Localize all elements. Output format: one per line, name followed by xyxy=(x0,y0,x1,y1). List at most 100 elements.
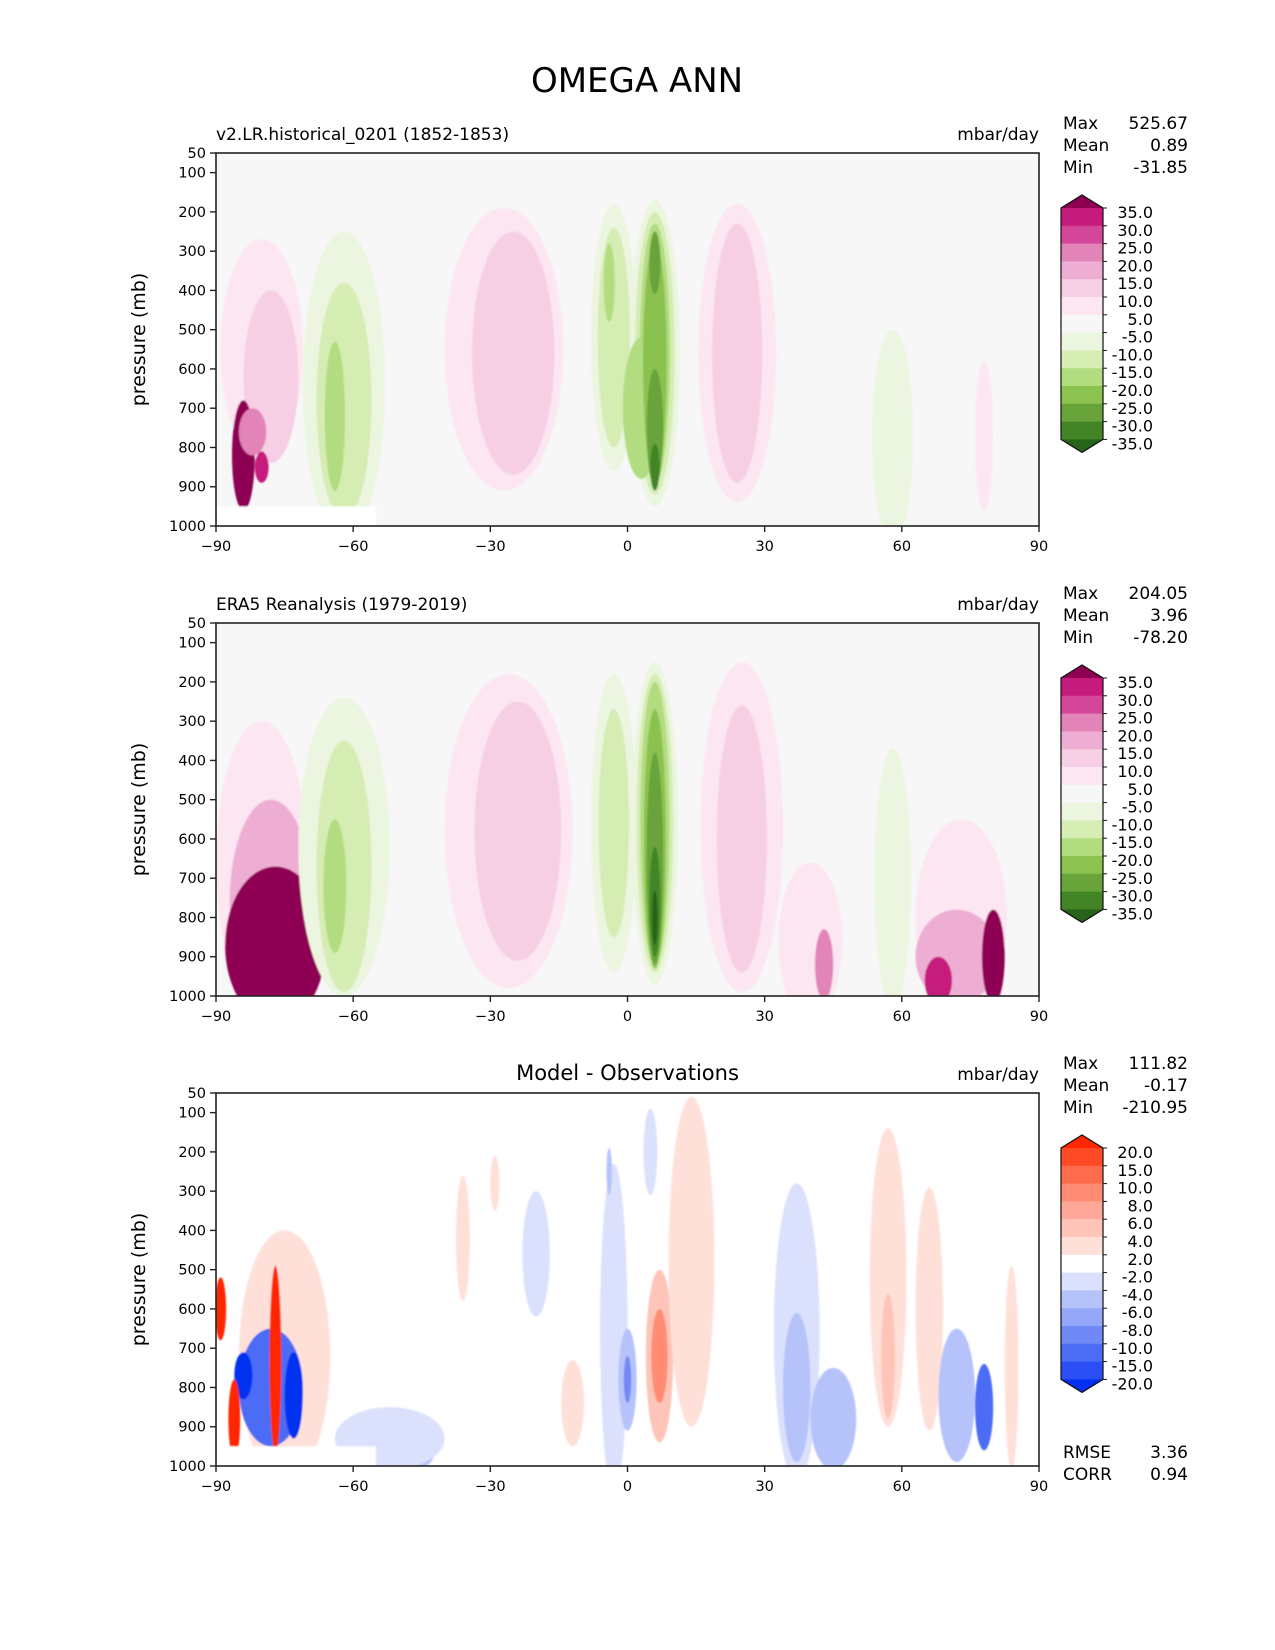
contour-region xyxy=(472,231,555,475)
colorbar-segment xyxy=(1061,1219,1103,1238)
colorbar-tick-label: 15.0 xyxy=(1117,744,1153,763)
y-tick-label: 900 xyxy=(178,950,206,966)
contour-region xyxy=(924,956,953,996)
colorbar-segment xyxy=(1061,1308,1103,1327)
colorbar-segment xyxy=(1061,678,1103,697)
contour-region xyxy=(981,909,1005,996)
colorbar-tick-label: -15.0 xyxy=(1112,833,1153,852)
stat-label: Max xyxy=(1063,584,1098,604)
contour-region xyxy=(810,1367,857,1466)
y-tick-label: 800 xyxy=(178,1380,206,1396)
x-tick-label: 0 xyxy=(623,539,632,555)
colorbar-tick-label: -35.0 xyxy=(1112,904,1153,923)
x-tick-label: −90 xyxy=(201,1479,232,1495)
y-tick-label: 400 xyxy=(178,283,206,299)
stat-label: RMSE xyxy=(1063,1443,1111,1463)
contour-region xyxy=(915,1187,943,1431)
y-tick-label: 700 xyxy=(178,1341,206,1357)
colorbar-segment xyxy=(1061,1326,1103,1345)
y-tick-label: 100 xyxy=(178,166,206,182)
x-tick-label: 0 xyxy=(623,1479,632,1495)
colorbar-extend-max xyxy=(1061,195,1103,208)
contour-region xyxy=(456,1175,470,1302)
y-tick-label: 50 xyxy=(188,146,206,162)
colorbar-segment xyxy=(1061,368,1103,387)
colorbar-tick-label: 30.0 xyxy=(1117,221,1153,240)
y-tick-label: 1000 xyxy=(169,1459,206,1475)
contour-region xyxy=(872,329,914,526)
colorbar-segment xyxy=(1061,421,1103,440)
y-tick-label: 700 xyxy=(178,871,206,887)
colorbar-segment xyxy=(1061,386,1103,405)
colorbar-tick-label: -2.0 xyxy=(1122,1268,1153,1287)
contour-region xyxy=(623,1356,632,1404)
panel-title: ERA5 Reanalysis (1979-2019) xyxy=(216,595,467,615)
colorbar-tick-label: -5.0 xyxy=(1122,798,1153,817)
colorbar-segment xyxy=(1061,820,1103,839)
stat-label: Min xyxy=(1063,1098,1093,1118)
colorbar-tick-label: 20.0 xyxy=(1117,1143,1153,1162)
colorbar-segment xyxy=(1061,350,1103,369)
y-tick-label: 400 xyxy=(178,753,206,769)
contour-region xyxy=(975,1363,994,1451)
y-tick-label: 500 xyxy=(178,1263,206,1279)
colorbar-segment xyxy=(1061,208,1103,227)
y-tick-label: 100 xyxy=(178,636,206,652)
contour-region xyxy=(783,1312,811,1463)
contour-region xyxy=(1004,1265,1019,1466)
contour-region xyxy=(881,1293,895,1419)
y-tick-label: 900 xyxy=(178,480,206,496)
contour-region xyxy=(815,929,834,996)
y-axis-label: pressure (mb) xyxy=(128,273,150,407)
colorbar-tick-label: -8.0 xyxy=(1122,1321,1153,1340)
x-tick-label: 90 xyxy=(1030,1009,1048,1025)
colorbar-segment xyxy=(1061,1254,1103,1274)
contour-region xyxy=(561,1360,584,1447)
x-tick-label: −60 xyxy=(338,1479,369,1495)
panel-model: v2.LR.historical_0201 (1852-1853) mbar/da… xyxy=(128,114,1188,555)
x-tick-label: −90 xyxy=(201,1009,232,1025)
contour-region xyxy=(284,1352,303,1439)
x-tick-label: 90 xyxy=(1030,1479,1048,1495)
contour-region xyxy=(225,866,326,996)
y-tick-label: 500 xyxy=(178,323,206,339)
y-tick-label: 200 xyxy=(178,1145,206,1161)
y-tick-label: 600 xyxy=(178,362,206,378)
colorbar-segment xyxy=(1061,856,1103,875)
colorbar-tick-label: 5.0 xyxy=(1128,780,1153,799)
colorbar-segment xyxy=(1061,1148,1103,1167)
y-tick-label: 800 xyxy=(178,440,206,456)
colorbar-segment xyxy=(1061,767,1103,786)
y-tick-label: 600 xyxy=(178,832,206,848)
colorbar-extend-max xyxy=(1061,665,1103,678)
colorbar-tick-label: 25.0 xyxy=(1117,709,1153,728)
figure-title: OMEGA ANN xyxy=(531,61,743,101)
colorbar-tick-label: -35.0 xyxy=(1112,434,1153,453)
colorbar-segment xyxy=(1061,243,1103,262)
colorbar-tick-label: 6.0 xyxy=(1128,1214,1153,1233)
colorbar-tick-label: -5.0 xyxy=(1122,328,1153,347)
colorbar-tick-label: 20.0 xyxy=(1117,726,1153,745)
contour-region xyxy=(324,341,345,491)
panel-obs: ERA5 Reanalysis (1979-2019) mbar/day Max 20… xyxy=(128,584,1188,1025)
x-tick-label: −60 xyxy=(338,539,369,555)
x-tick-label: 90 xyxy=(1030,539,1048,555)
contour-region xyxy=(874,748,911,996)
panel-title: v2.LR.historical_0201 (1852-1853) xyxy=(216,125,509,145)
colorbar-segment xyxy=(1061,713,1103,732)
stat-label: CORR xyxy=(1063,1465,1112,1485)
colorbar-tick-label: -30.0 xyxy=(1112,417,1153,436)
x-tick-label: −30 xyxy=(475,539,506,555)
colorbar-segment xyxy=(1061,279,1103,298)
colorbar-segment xyxy=(1061,891,1103,910)
colorbar-tick-label: -20.0 xyxy=(1112,1374,1153,1393)
contour-region xyxy=(323,819,347,953)
colorbar-extend-min xyxy=(1061,439,1103,453)
x-tick-label: 60 xyxy=(893,1009,911,1025)
colorbar-segment xyxy=(1061,1290,1103,1309)
contour-region xyxy=(598,709,629,938)
y-tick-label: 50 xyxy=(188,1086,206,1102)
stat-value: 204.05 xyxy=(1129,584,1188,604)
contour-region xyxy=(649,231,661,295)
